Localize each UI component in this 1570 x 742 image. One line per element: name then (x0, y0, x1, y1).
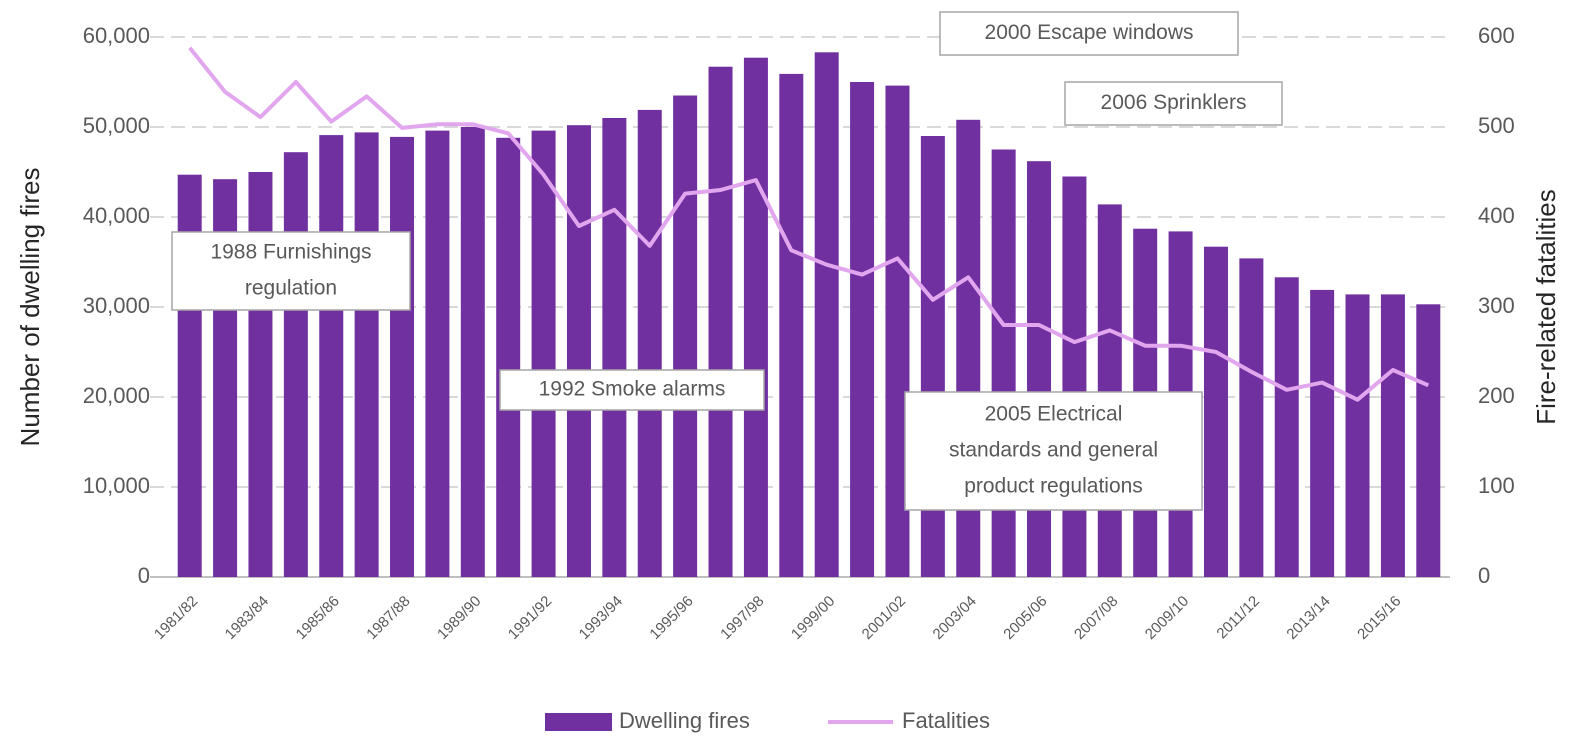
legend-label: Fatalities (902, 708, 990, 733)
x-tick-label: 2009/10 (1142, 593, 1192, 643)
x-tick-label: 1989/90 (434, 593, 484, 643)
line (188, 46, 1430, 402)
bar (743, 57, 768, 577)
y2-axis-title: Fire-related fatalities (1531, 189, 1561, 425)
bar (1345, 294, 1370, 577)
annotation-box (939, 11, 1239, 56)
y2-tick-label: 200 (1478, 383, 1515, 408)
bar (531, 130, 556, 577)
bar (1203, 246, 1228, 577)
annotation-text: 2005 Electrical (985, 403, 1123, 426)
annotation-text: standards and general (949, 439, 1158, 462)
annotation-text: product regulations (964, 475, 1143, 498)
annotation-box (499, 369, 765, 411)
bar (1027, 161, 1052, 577)
x-tick-label: 1997/98 (717, 593, 767, 643)
y-tick-label: 10,000 (83, 473, 150, 498)
bar (425, 130, 450, 577)
y-axis-title: Number of dwelling fires (15, 168, 45, 447)
legend-label: Dwelling fires (619, 708, 750, 733)
annotation-text: 2006 Sprinklers (1101, 91, 1247, 114)
bar (1062, 176, 1087, 577)
annotation-box (904, 391, 1203, 511)
bar (637, 109, 662, 578)
x-tick-label: 1991/92 (505, 593, 555, 643)
y-tick-label: 40,000 (83, 203, 150, 228)
x-tick-label: 1983/84 (222, 593, 272, 643)
bar (920, 136, 945, 577)
x-tick-label: 2013/14 (1283, 593, 1333, 643)
x-tick-label: 1993/94 (576, 593, 626, 643)
bar (1239, 258, 1264, 577)
bar (1274, 277, 1299, 577)
bar (991, 149, 1016, 577)
legend-swatch (545, 713, 612, 731)
x-tick-label: 1995/96 (646, 593, 696, 643)
annotation-box (1064, 81, 1283, 126)
bar (283, 152, 308, 577)
bar (390, 136, 415, 577)
bar (319, 135, 344, 577)
bar (1310, 289, 1335, 577)
x-tick-label: 1981/82 (151, 593, 201, 643)
x-tick-label: 1987/88 (363, 593, 413, 643)
y-tick-label: 0 (138, 563, 150, 588)
annotation-text: 1988 Furnishings (210, 241, 371, 264)
x-tick-label: 1999/00 (788, 593, 838, 643)
bar (354, 132, 379, 577)
y2-tick-label: 100 (1478, 473, 1515, 498)
bar (566, 125, 591, 577)
annotation-text: 2000 Escape windows (985, 21, 1194, 44)
y-tick-label: 20,000 (83, 383, 150, 408)
x-tick-label: 2007/08 (1071, 593, 1121, 643)
bar (708, 66, 733, 577)
bar (1097, 204, 1122, 577)
y2-tick-label: 600 (1478, 23, 1515, 48)
y2-tick-label: 400 (1478, 203, 1515, 228)
y-tick-label: 30,000 (83, 293, 150, 318)
annotation-text: 1992 Smoke alarms (539, 378, 726, 401)
annotation-text: regulation (245, 277, 337, 300)
y2-tick-label: 300 (1478, 293, 1515, 318)
x-tick-label: 2005/06 (1000, 593, 1050, 643)
bar (779, 73, 804, 578)
x-tick-label: 2001/02 (859, 593, 909, 643)
y2-tick-label: 0 (1478, 563, 1490, 588)
bar (496, 137, 521, 578)
bar (602, 118, 627, 577)
annotation-box (171, 231, 411, 311)
bar (814, 52, 839, 578)
x-tick-label: 2011/12 (1213, 593, 1263, 643)
x-tick-label: 2015/16 (1354, 593, 1404, 643)
bar (1416, 304, 1441, 577)
bar (1380, 294, 1405, 577)
y2-tick-label: 500 (1478, 113, 1515, 138)
y-tick-label: 60,000 (83, 23, 150, 48)
x-tick-label: 1985/86 (293, 593, 343, 643)
bar (460, 127, 485, 577)
y-tick-label: 50,000 (83, 113, 150, 138)
bar (673, 95, 698, 577)
bar (850, 82, 875, 577)
x-tick-label: 2003/04 (930, 593, 980, 643)
